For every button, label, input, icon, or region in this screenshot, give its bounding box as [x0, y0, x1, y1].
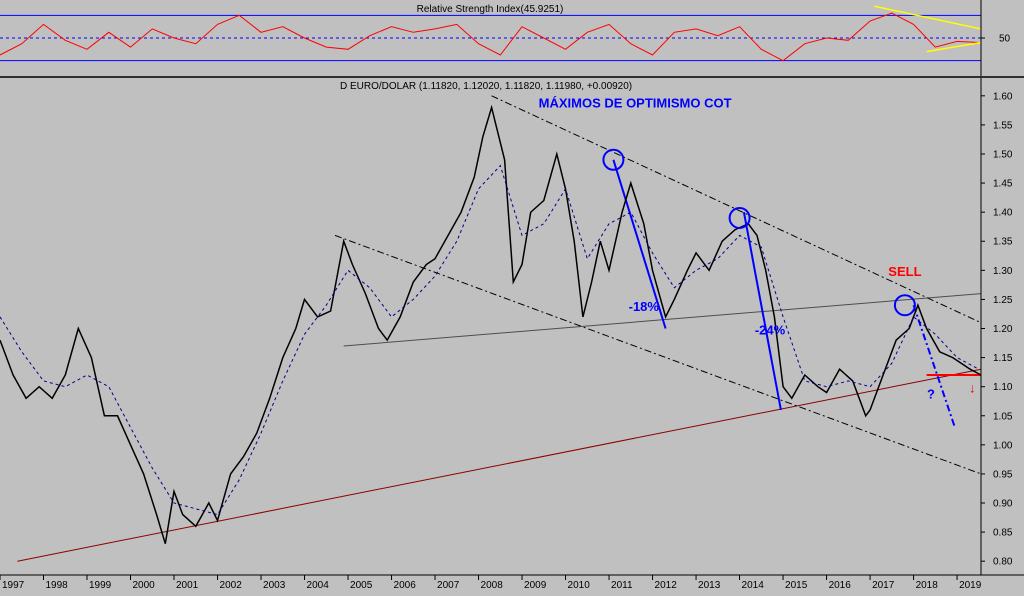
price-trendline [612, 159, 667, 329]
x-tick-label: 2000 [133, 580, 156, 591]
price-y-tick-label: 1.25 [993, 295, 1013, 306]
peak-circle-marker [728, 207, 751, 229]
rsi-reference-levels [0, 14, 981, 62]
peak-circle-marker [602, 148, 625, 171]
x-ticks: 1997 1998 1999 2000 2001 2002 2003 2004 2005 2006… [0, 575, 982, 591]
price-y-tick-label: 1.40 [993, 208, 1013, 219]
price-trendline [17, 368, 982, 562]
price-y-tick-label: 1.60 [993, 91, 1013, 102]
x-tick-label: 2007 [437, 580, 460, 591]
x-tick-label: 2003 [263, 580, 286, 591]
price-plot-area [0, 78, 981, 575]
x-tick-label: 1998 [46, 580, 69, 591]
price-series [0, 104, 982, 544]
chart-annotation: -18% [629, 299, 660, 314]
price-y-tick-label: 1.50 [993, 149, 1013, 160]
x-tick-label: 2015 [785, 580, 808, 591]
price-markers [602, 148, 916, 317]
chart-annotation: -24% [755, 322, 786, 337]
chart-annotation: SELL [888, 264, 921, 279]
price-line [0, 104, 982, 544]
price-y-tick-label: 1.00 [993, 440, 1013, 451]
x-tick-label: 2014 [742, 580, 765, 591]
x-tick-label: 2005 [350, 580, 373, 591]
x-tick-label: 2006 [394, 580, 417, 591]
rsi-title: Relative Strength Index(45.9251) [417, 4, 564, 15]
rsi-line [0, 12, 979, 62]
x-tick-label: 2004 [307, 580, 330, 591]
x-tick-label: 1999 [89, 580, 112, 591]
rsi-trendlines [874, 5, 982, 53]
price-title: D EURO/DOLAR (1.11820, 1.12020, 1.11820,… [340, 81, 632, 92]
price-y-tick-label: 1.20 [993, 324, 1013, 335]
price-annotations: MÁXIMOS DE OPTIMISMO COT -18% -24% SELL? ↓ [539, 96, 976, 402]
x-tick-label: 2018 [916, 580, 939, 591]
chart-annotation: ↓ [969, 381, 976, 396]
price-y-tick-label: 0.80 [993, 557, 1013, 568]
price-y-tick-label: 1.05 [993, 411, 1013, 422]
price-y-tick-label: 1.15 [993, 353, 1013, 364]
rsi-y-tick-label: 50 [999, 34, 1011, 45]
rsi-series [0, 12, 979, 62]
price-y-tick-label: 1.35 [993, 237, 1013, 248]
price-panel: MÁXIMOS DE OPTIMISMO COT -18% -24% SELL? ↓ 0… [0, 78, 1024, 591]
price-y-tick-label: 0.85 [993, 528, 1013, 539]
price-trendlines [17, 95, 982, 562]
rsi-y-ticks: 50 [981, 34, 1011, 45]
price-trendline [912, 304, 956, 428]
x-tick-label: 2013 [698, 580, 721, 591]
x-tick-label: 2001 [176, 580, 199, 591]
x-tick-label: 2012 [655, 580, 678, 591]
x-tick-label: 2008 [481, 580, 504, 591]
price-y-tick-label: 1.30 [993, 266, 1013, 277]
x-tick-label: 2011 [611, 580, 633, 591]
price-trendline [742, 212, 782, 411]
rsi-trendline [926, 41, 982, 53]
x-tick-label: 2002 [220, 580, 243, 591]
x-tick-label: 2019 [959, 580, 982, 591]
x-tick-label: 1997 [2, 580, 25, 591]
price-y-tick-label: 1.55 [993, 120, 1013, 131]
x-tick-label: 2010 [568, 580, 591, 591]
x-tick-label: 2009 [524, 580, 547, 591]
x-tick-label: 2017 [872, 580, 895, 591]
price-trendline [334, 234, 982, 475]
price-y-ticks: 0.80 0.85 0.90 0.95 1.00 1.05 1.10 1.15 1.20 1.25… [981, 91, 1013, 568]
rsi-panel: 50 Relative Strength Index(45.9251) [0, 0, 1011, 76]
chart-annotation: ? [927, 386, 935, 401]
x-tick-label: 2016 [829, 580, 852, 591]
chart-annotation: MÁXIMOS DE OPTIMISMO COT [539, 96, 732, 111]
price-y-tick-label: 1.45 [993, 179, 1013, 190]
peak-circle-marker [893, 294, 916, 317]
price-y-tick-label: 0.90 [993, 499, 1013, 510]
price-y-tick-label: 1.10 [993, 382, 1013, 393]
price-y-tick-label: 0.95 [993, 469, 1013, 480]
rsi-trendline [874, 5, 982, 30]
